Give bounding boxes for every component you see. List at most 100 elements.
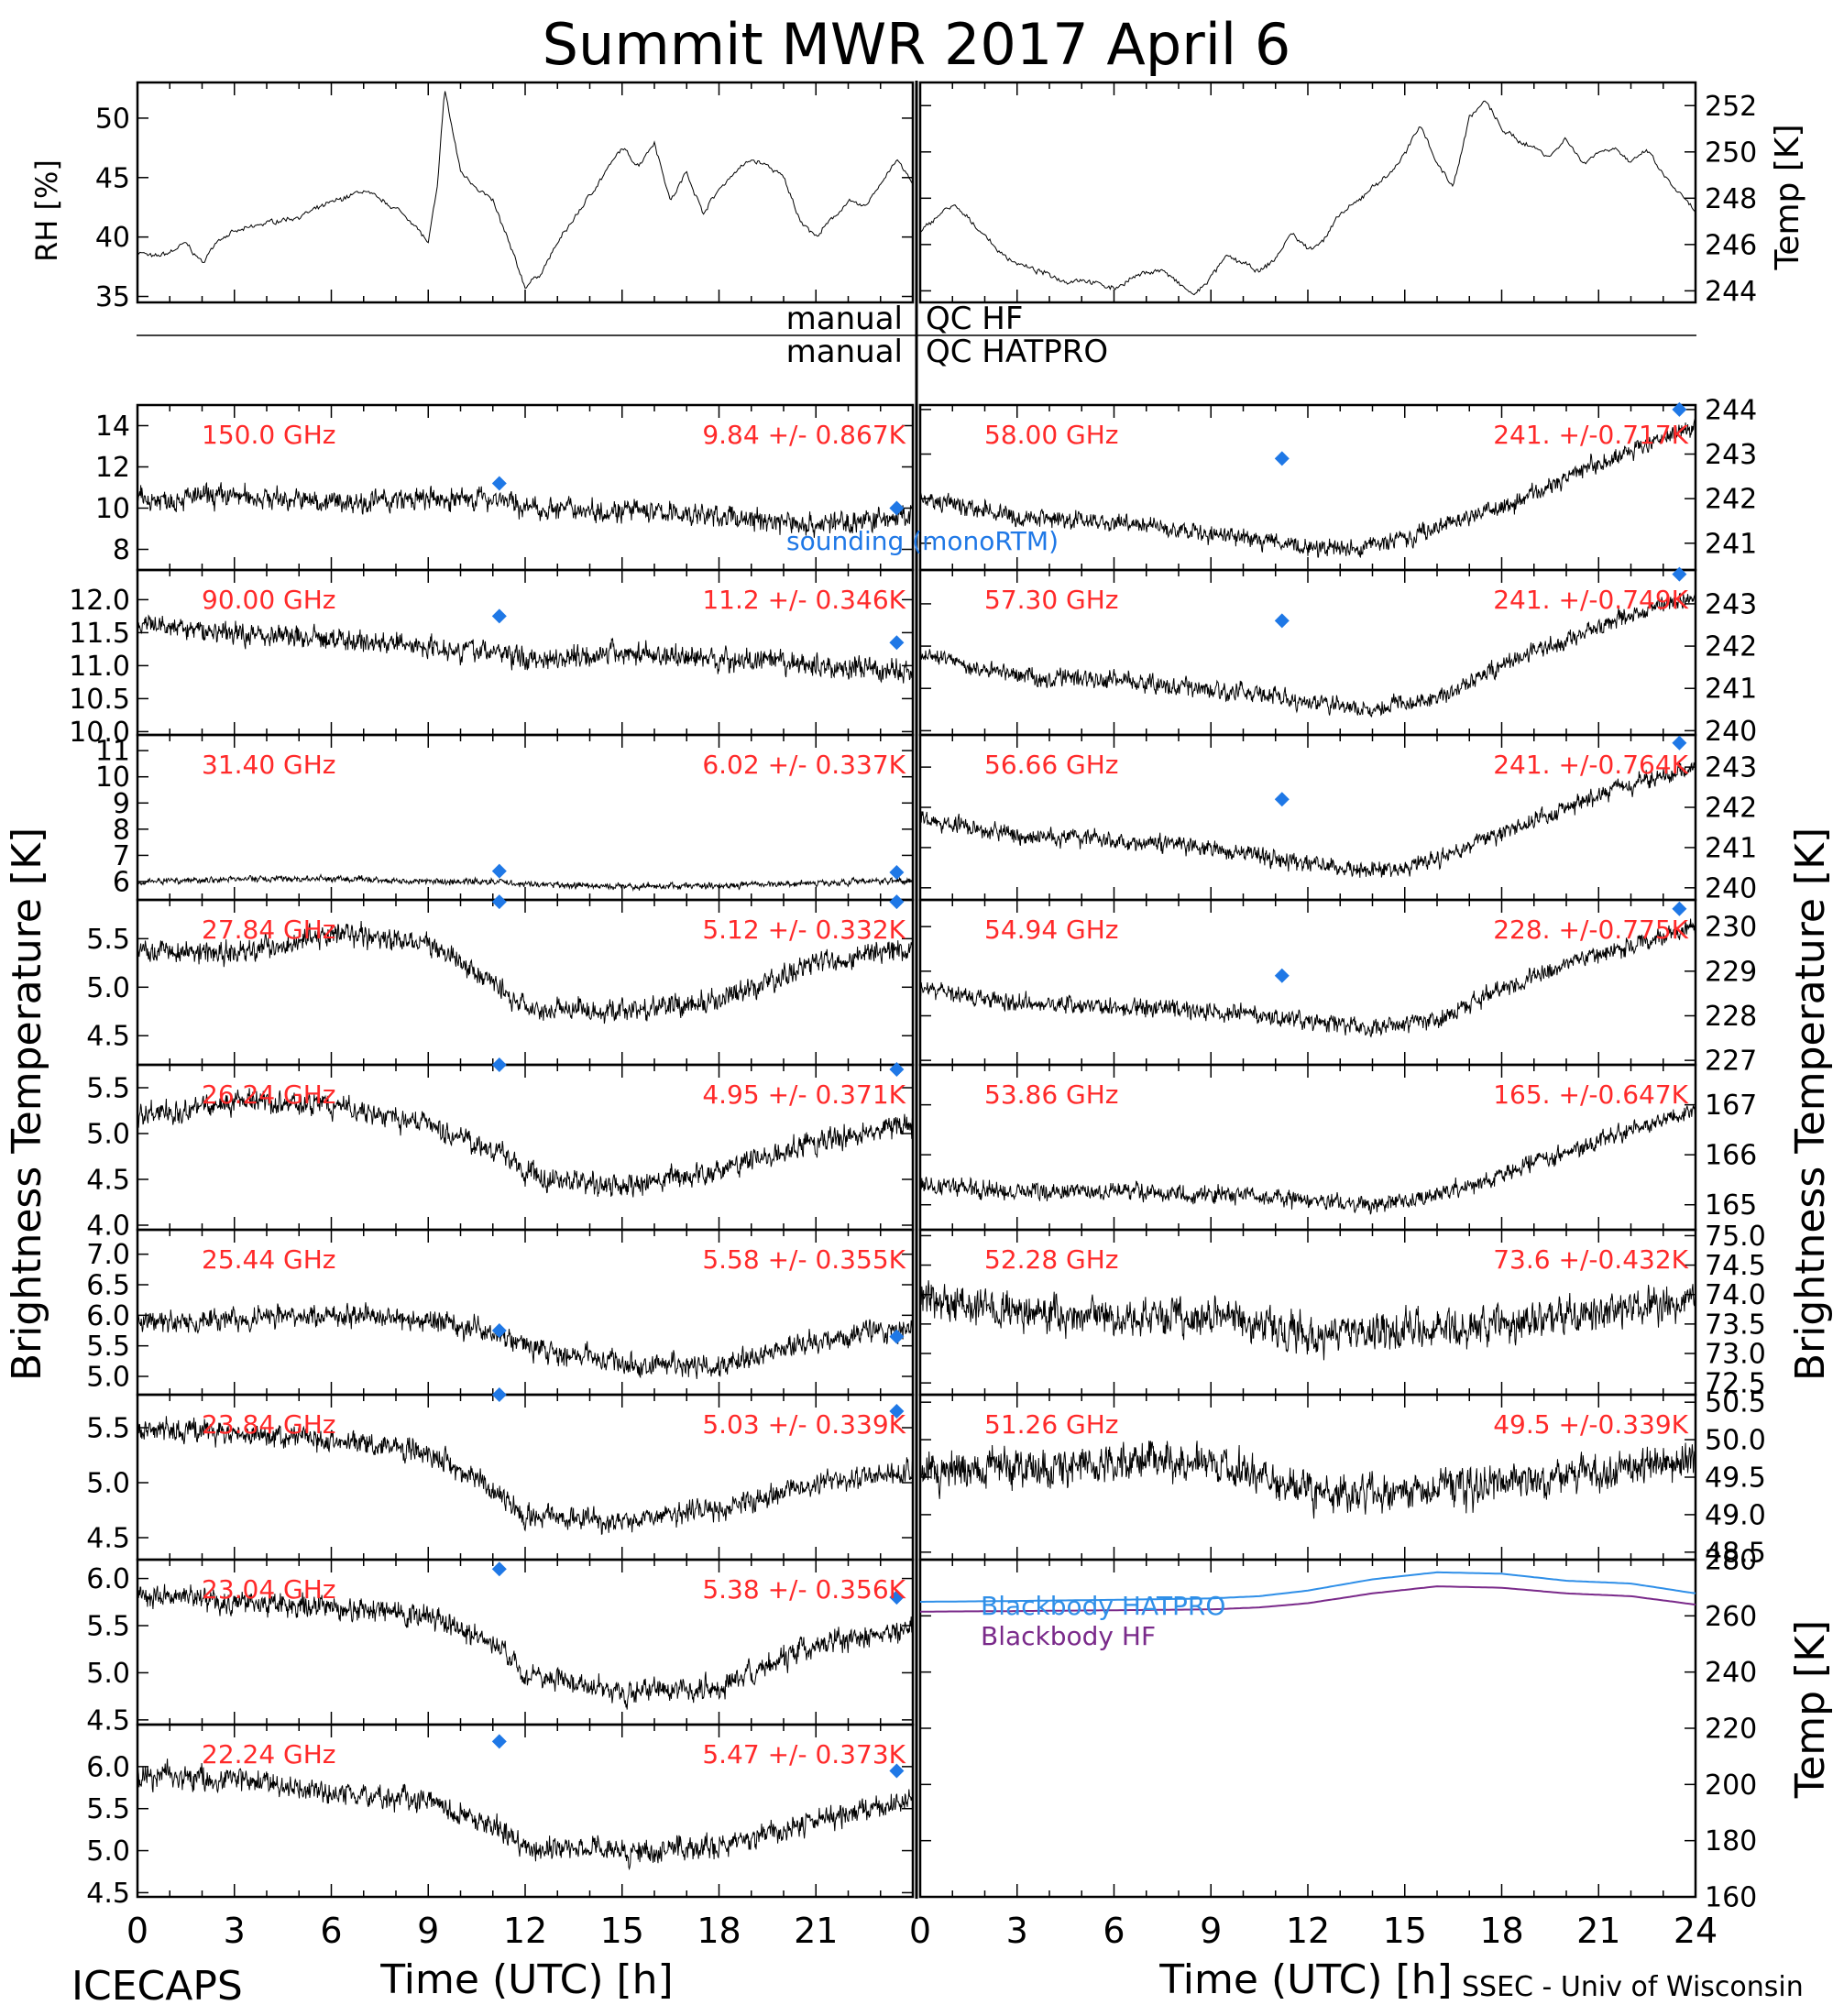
- temp-panel-trace: [919, 100, 1696, 296]
- blackbody-panel-ytick-label: 160: [1705, 1882, 1757, 1914]
- panel-tb-150-frequency-label: 150.0 GHz: [202, 420, 336, 450]
- left-xtick-label: 0: [126, 1911, 148, 1951]
- panel-tb-52-28-stats-label: 73.6 +/-0.432K: [1493, 1244, 1688, 1275]
- panel-tb-31-ytick-label: 8: [113, 814, 130, 846]
- panel-tb-26-frequency-label: 26.24 GHz: [202, 1079, 336, 1110]
- panel-tb-56-66-ytick-label: 242: [1705, 793, 1757, 825]
- right-xtick-label: 6: [1103, 1911, 1125, 1951]
- panel-tb-31-sounding-marker: [491, 863, 507, 879]
- panel-tb-22-24-ytick-label: 5.0: [86, 1835, 130, 1868]
- panel-tb-23-84-sounding-marker: [889, 1404, 905, 1419]
- qc-row2-left: manual: [786, 334, 903, 370]
- panel-tb-57-3-ytick-label: 243: [1705, 588, 1757, 620]
- panel-tb-23-84-ytick-label: 5.5: [86, 1413, 130, 1445]
- panel-tb-58-ytick-label: 244: [1705, 394, 1757, 426]
- panel-tb-23-84-stats-label: 5.03 +/- 0.339K: [702, 1409, 906, 1440]
- panel-tb-27-sounding-marker: [491, 894, 507, 910]
- panel-tb-57-3-sounding-marker: [1274, 613, 1290, 629]
- panel-tb-23-04-frequency-label: 23.04 GHz: [202, 1574, 336, 1605]
- panel-tb-25-ytick-label: 5.0: [86, 1362, 130, 1394]
- panel-tb-31-ytick-label: 9: [113, 788, 130, 820]
- panel-tb-26-sounding-marker: [491, 1057, 507, 1072]
- rh-panel-trace: [137, 91, 914, 290]
- left-xtick-label: 15: [600, 1911, 644, 1951]
- panel-tb-54-94-ytick-label: 229: [1705, 956, 1757, 988]
- panel-tb-150-sounding-marker: [491, 476, 507, 491]
- blackbody-panel-ytick-label: 240: [1705, 1657, 1757, 1689]
- panel-tb-90-stats-label: 11.2 +/- 0.346K: [702, 585, 906, 615]
- panel-tb-51-26-frequency-label: 51.26 GHz: [984, 1409, 1119, 1440]
- left-brightness-temperature-label: Brightness Temperature [K]: [4, 827, 50, 1381]
- rh-panel-ytick-label: 45: [95, 162, 130, 194]
- blackbody-temp-axis-label: Temp [K]: [1787, 1620, 1833, 1799]
- left-xtick-label: 12: [503, 1911, 547, 1951]
- panel-tb-90-sounding-marker: [889, 635, 905, 651]
- panel-tb-23-84-ytick-label: 5.0: [86, 1468, 130, 1500]
- rh-panel-ytick-label: 35: [95, 281, 130, 313]
- panel-tb-51-26-ytick-label: 49.5: [1705, 1463, 1766, 1495]
- panel-tb-25-sounding-marker: [889, 1329, 905, 1344]
- panel-tb-27-ytick-label: 4.5: [86, 1021, 130, 1053]
- panel-tb-56-66-ytick-label: 243: [1705, 752, 1757, 784]
- panel-tb-57-3-stats-label: 241. +/-0.749K: [1493, 585, 1688, 615]
- panel-tb-54-94-ytick-label: 227: [1705, 1046, 1757, 1078]
- qc-section: manual QC HF manual QC HATPRO: [137, 301, 1696, 370]
- panel-tb-23-04-ytick-label: 5.0: [86, 1658, 130, 1690]
- panel-tb-52-28-ytick-label: 75.0: [1705, 1221, 1766, 1253]
- rh-axis-label: RH [%]: [29, 159, 64, 262]
- panel-tb-52-28-ytick-label: 73.0: [1705, 1339, 1766, 1371]
- left-xtick-label: 3: [224, 1911, 246, 1951]
- blackbody-hatpro-legend: Blackbody HATPRO: [981, 1591, 1225, 1621]
- panel-tb-22-24-trace: [137, 1759, 914, 1871]
- panel-tb-26-ytick-label: 5.0: [86, 1119, 130, 1151]
- panel-tb-26-ytick-label: 5.5: [86, 1073, 130, 1105]
- right-xtick-label: 24: [1674, 1911, 1718, 1951]
- panel-tb-25-ytick-label: 6.5: [86, 1270, 130, 1302]
- panel-tb-23-04-stats-label: 5.38 +/- 0.356K: [702, 1574, 906, 1605]
- blackbody-panel-ytick-label: 260: [1705, 1601, 1757, 1633]
- panel-tb-53-86-ytick-label: 166: [1705, 1140, 1757, 1172]
- panel-tb-52-28-trace: [919, 1280, 1696, 1361]
- panel-tb-57-3-frequency-label: 57.30 GHz: [984, 585, 1119, 615]
- panel-tb-26-ytick-label: 4.0: [86, 1211, 130, 1243]
- panel-tb-23-84-sounding-marker: [491, 1387, 507, 1402]
- panel-tb-54-94-ytick-label: 228: [1705, 1001, 1757, 1033]
- panel-tb-25-frequency-label: 25.44 GHz: [202, 1244, 336, 1275]
- rh-panel-ytick-label: 50: [95, 103, 130, 135]
- panel-tb-57-3-ytick-label: 241: [1705, 674, 1757, 706]
- right-xtick-label: 21: [1576, 1911, 1620, 1951]
- panel-tb-31-ytick-label: 11: [95, 736, 130, 768]
- panel-tb-52-28-ytick-label: 74.5: [1705, 1250, 1766, 1282]
- panel-tb-51-26-trace: [919, 1441, 1696, 1519]
- panel-tb-31-trace: [137, 873, 914, 893]
- panel-tb-90-ytick-label: 10.5: [69, 684, 130, 716]
- panel-tb-23-84-trace: [137, 1416, 914, 1535]
- panel-tb-25-ytick-label: 5.5: [86, 1331, 130, 1363]
- panel-tb-56-66-stats-label: 241. +/-0.764K: [1493, 750, 1688, 780]
- panel-tb-22-24-frequency-label: 22.24 GHz: [202, 1739, 336, 1769]
- panel-tb-150-ytick-label: 10: [95, 493, 130, 525]
- blackbody-panel-ytick-label: 220: [1705, 1714, 1757, 1746]
- blackbody-series-hf: [920, 1585, 1696, 1613]
- panel-tb-53-86-frequency-label: 53.86 GHz: [984, 1079, 1119, 1110]
- rh-panel-ytick-label: 40: [95, 222, 130, 254]
- panel-tb-56-66-sounding-marker: [1672, 735, 1687, 751]
- x-axis-label-right: Time (UTC) [h]: [1158, 1956, 1452, 2003]
- panel-tb-150-ytick-label: 12: [95, 452, 130, 484]
- temp-axis-label: Temp [K]: [1769, 124, 1806, 270]
- panel-tb-25-ytick-label: 6.0: [86, 1300, 130, 1332]
- panel-tb-53-86-trace: [919, 1105, 1696, 1215]
- blackbody-series-hatpro: [920, 1571, 1696, 1603]
- panel-tb-150-sounding-marker: [889, 500, 905, 516]
- panel-tb-56-66-sounding-marker: [1274, 792, 1290, 807]
- blackbody-panel-ytick-label: 200: [1705, 1769, 1757, 1802]
- panel-tb-150-ytick-label: 14: [95, 411, 130, 443]
- temp-panel-ytick-label: 252: [1705, 91, 1757, 123]
- panel-tb-150-stats-label: 9.84 +/- 0.867K: [702, 420, 906, 450]
- panel-tb-52-28-ytick-label: 73.5: [1705, 1309, 1766, 1341]
- panel-tb-31-sounding-marker: [889, 865, 905, 880]
- panel-tb-54-94-sounding-marker: [1672, 901, 1687, 916]
- panel-tb-90-ytick-label: 11.5: [69, 618, 130, 650]
